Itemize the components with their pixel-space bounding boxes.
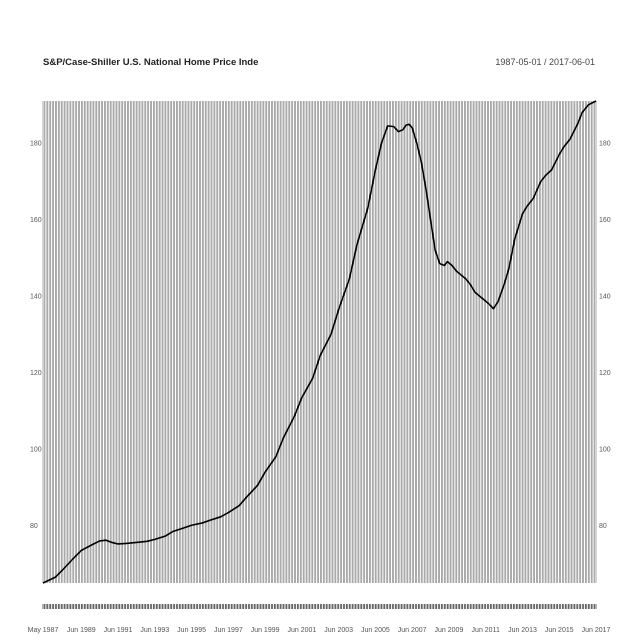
x-tick-label: Jun 1999 [251,627,280,634]
x-tick-label: Jun 2013 [508,627,537,634]
x-tick-label: Jun 2015 [545,627,574,634]
x-tick-label: Jun 1991 [104,627,133,634]
x-tick-label: Jun 2001 [287,627,316,634]
date-range-label: 1987-05-01 / 2017-06-01 [495,57,595,67]
left-y-axis: 80 100 120 140 160 180 [30,141,42,531]
y-tick-label-right: 100 [599,447,611,454]
x-tick-label: Jun 1989 [67,627,96,634]
y-tick-label-left: 160 [30,217,42,224]
y-tick-label-left: 120 [30,370,42,377]
x-tick-label: Jun 2005 [361,627,390,634]
series-line [42,100,597,584]
y-tick-label-right: 80 [599,523,607,530]
x-tick-label: Jun 1993 [140,627,169,634]
y-tick-label-right: 140 [599,294,611,301]
x-axis: May 1987 Jun 1989 Jun 1991 Jun 1993 Jun 1995… [28,604,611,634]
y-tick-label-right: 160 [599,217,611,224]
x-tick-label: Jun 2007 [398,627,427,634]
x-tick-label: Jun 2017 [582,627,611,634]
x-tick-label: Jun 2009 [435,627,464,634]
y-tick-label-right: 180 [599,141,611,148]
y-tick-label-right: 120 [599,370,611,377]
x-tick-label: Jun 1997 [214,627,243,634]
vertical-grid-lines [42,101,597,583]
x-tick-label: Jun 1995 [177,627,206,634]
chart-title: S&P/Case-Shiller U.S. National Home Pric… [43,57,259,68]
x-tick-label: May 1987 [28,627,59,634]
x-tick-label: Jun 2003 [324,627,353,634]
y-tick-label-left: 80 [30,523,38,530]
y-tick-label-left: 140 [30,294,42,301]
right-y-axis: 80 100 120 140 160 180 [599,141,611,531]
x-tick-label: Jun 2011 [472,627,500,634]
y-tick-label-left: 180 [30,141,42,148]
y-tick-label-left: 100 [30,447,42,454]
